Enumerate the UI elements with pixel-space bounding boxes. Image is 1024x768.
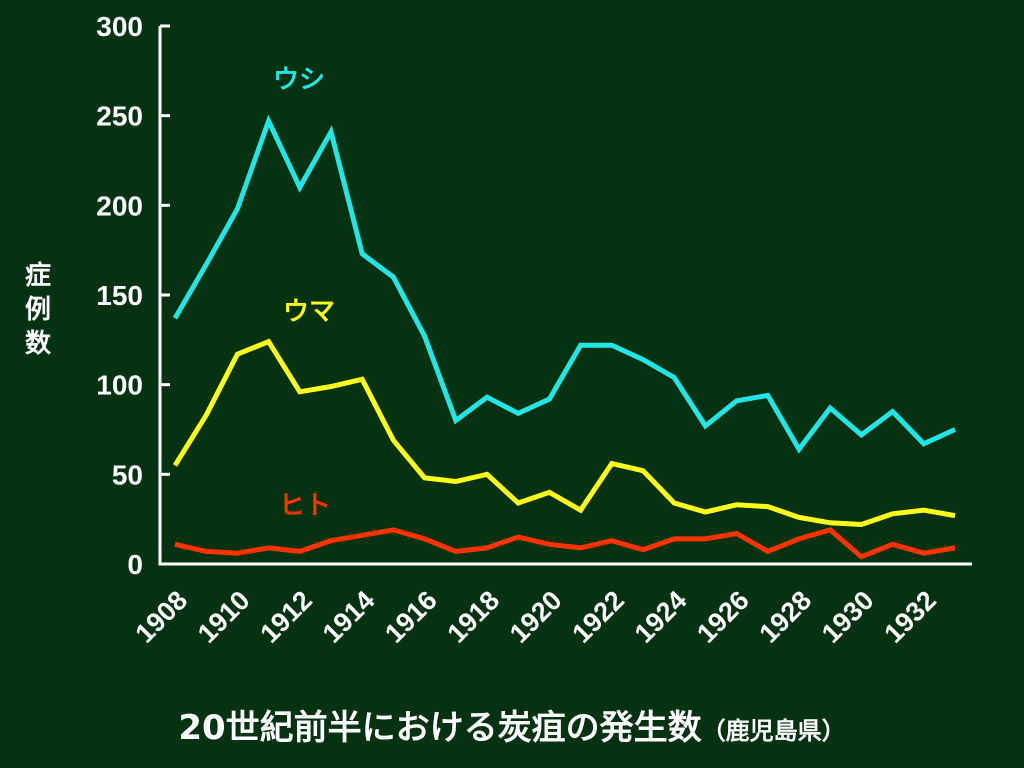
chart-subtitle: （鹿児島県）	[701, 717, 846, 745]
x-tick-label: 1914	[317, 585, 381, 649]
y-tick-label: 150	[96, 280, 143, 311]
x-tick-label: 1918	[442, 585, 506, 649]
y-tick-label: 50	[112, 459, 143, 490]
x-axis-ticks: 1908191019121914191619181920192219241926…	[130, 585, 942, 649]
series-label: ウマ	[283, 297, 335, 327]
y-axis-label-char: 症	[25, 260, 51, 291]
x-tick-label: 1912	[254, 585, 318, 649]
x-tick-label: 1922	[566, 585, 630, 649]
x-tick-label: 1928	[754, 585, 818, 649]
series-label: ヒト	[279, 491, 331, 521]
x-tick-label: 1908	[130, 585, 194, 649]
x-tick-label: 1932	[878, 585, 942, 649]
series-line	[172, 114, 957, 454]
chart-title: 20世紀前半における炭疽の発生数	[178, 708, 702, 748]
y-tick-label: 100	[96, 370, 143, 401]
series-label: ウシ	[273, 65, 325, 95]
series-line	[172, 338, 956, 528]
y-tick-label: 300	[96, 11, 143, 42]
y-axis-label: 症例数	[25, 260, 52, 359]
x-tick-label: 1920	[504, 585, 568, 649]
x-tick-label: 1916	[379, 585, 443, 649]
y-axis-label-char: 数	[25, 329, 52, 359]
x-tick-label: 1924	[629, 585, 693, 649]
y-tick-label: 200	[96, 190, 143, 221]
x-tick-label: 1930	[816, 585, 880, 649]
y-axis-label-char: 例	[25, 295, 51, 325]
y-axis-ticks: 0 50 100 150 200 250 300	[96, 11, 170, 580]
x-tick-label: 1926	[691, 585, 755, 649]
y-tick-label: 0	[127, 549, 143, 580]
x-tick-label: 1910	[192, 585, 256, 649]
series-lines	[172, 114, 957, 560]
chart-caption: 20世紀前半における炭疽の発生数（鹿児島県）	[0, 700, 1024, 749]
series-line	[174, 527, 956, 560]
chart-axes	[158, 26, 972, 566]
y-tick-label: 250	[96, 101, 143, 132]
